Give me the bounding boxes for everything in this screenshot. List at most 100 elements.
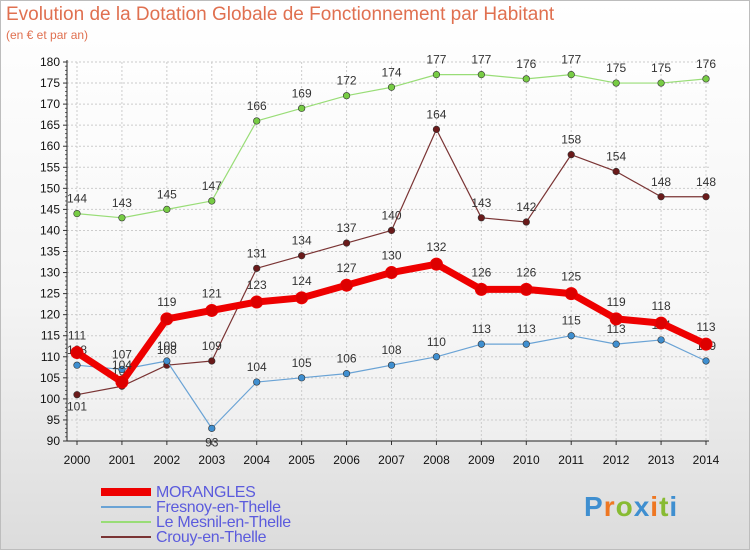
data-point <box>70 346 84 360</box>
data-label: 143 <box>471 196 491 210</box>
data-point <box>567 151 575 159</box>
data-point <box>342 92 351 100</box>
data-point <box>73 361 81 369</box>
data-label: 104 <box>112 358 132 372</box>
data-label: 93 <box>205 435 219 449</box>
chart-subtitle: (en € et par an) <box>6 28 89 42</box>
data-point <box>298 104 306 112</box>
data-label: 176 <box>516 57 536 71</box>
legend-swatch <box>101 521 151 523</box>
data-label: 104 <box>247 360 267 374</box>
y-tick-label: 135 <box>40 245 60 259</box>
series-morangles: 111 104 119 121 123 124 127 130 132 126 126 125 119 1… <box>68 240 716 389</box>
data-point <box>73 391 81 399</box>
data-label: 124 <box>292 274 312 288</box>
data-point <box>342 239 351 247</box>
data-point <box>702 193 710 201</box>
logo-letter: r <box>603 491 616 522</box>
data-label: 121 <box>202 286 222 300</box>
data-label: 113 <box>607 322 626 336</box>
logo-letter: x <box>633 491 651 522</box>
data-point <box>340 278 354 292</box>
data-point <box>432 125 441 133</box>
data-label: 177 <box>426 53 446 67</box>
chart-title: Evolution de la Dotation Globale de Fonc… <box>6 4 555 25</box>
data-point <box>298 252 306 260</box>
data-label: 126 <box>516 265 536 279</box>
data-point <box>387 226 396 235</box>
data-point <box>657 193 665 201</box>
data-point <box>208 424 216 432</box>
data-point <box>342 370 351 378</box>
x-tick-label: 2008 <box>423 453 450 467</box>
data-label: 169 <box>292 86 312 100</box>
data-label: 158 <box>561 133 581 147</box>
x-tick-label: 2012 <box>603 453 630 467</box>
data-label: 175 <box>606 61 626 75</box>
data-point <box>160 312 174 326</box>
data-label: 148 <box>696 175 716 189</box>
data-label: 101 <box>67 400 87 414</box>
data-point <box>163 357 171 365</box>
data-point <box>253 378 261 386</box>
data-label: 177 <box>561 53 581 67</box>
data-point <box>567 332 575 340</box>
data-point <box>387 83 396 91</box>
data-point <box>298 374 306 382</box>
data-label: 118 <box>652 299 671 313</box>
data-point <box>612 340 620 348</box>
data-point <box>474 282 488 296</box>
data-point <box>657 336 665 344</box>
data-label: 115 <box>562 314 581 328</box>
data-label: 111 <box>68 329 87 343</box>
data-point <box>118 214 126 222</box>
data-point <box>429 257 443 271</box>
data-label: 134 <box>292 234 312 248</box>
x-tick-label: 2000 <box>64 453 91 467</box>
data-label: 172 <box>337 74 357 88</box>
y-tick-label: 120 <box>40 308 60 322</box>
y-tick-label: 165 <box>40 118 60 132</box>
data-label: 148 <box>651 175 671 189</box>
data-label: 140 <box>381 208 401 222</box>
x-tick-label: 2004 <box>243 453 270 467</box>
data-label: 113 <box>472 322 491 336</box>
data-point <box>118 365 126 374</box>
legend-swatch <box>101 506 151 508</box>
x-tick-label: 2006 <box>333 453 360 467</box>
data-label: 130 <box>381 249 401 263</box>
data-point <box>522 75 530 83</box>
data-point <box>432 71 441 79</box>
data-point <box>612 79 620 87</box>
data-point <box>522 340 530 348</box>
y-tick-label: 105 <box>40 371 60 385</box>
data-label: 119 <box>157 295 176 309</box>
data-label: 127 <box>337 261 357 275</box>
data-label: 131 <box>247 246 267 260</box>
data-point <box>163 205 171 213</box>
data-label: 154 <box>606 149 626 163</box>
data-label: 108 <box>157 343 177 357</box>
x-tick-label: 2014 <box>693 453 720 467</box>
legend-swatch <box>101 488 151 496</box>
y-tick-label: 160 <box>40 139 60 153</box>
data-point <box>699 337 713 351</box>
data-point <box>295 291 309 305</box>
legend-label: Fresnoy-en-Thelle <box>156 499 281 516</box>
logo-letter: i <box>650 491 660 522</box>
data-point <box>253 117 261 125</box>
data-point <box>567 71 575 79</box>
legend-swatch <box>101 536 151 538</box>
data-label: 144 <box>67 192 87 206</box>
data-label: 125 <box>561 270 581 284</box>
logo-letter: t <box>659 491 670 522</box>
data-point <box>73 210 81 218</box>
y-tick-label: 110 <box>41 350 60 364</box>
x-tick-label: 2009 <box>468 453 495 467</box>
data-point <box>208 197 216 205</box>
data-point <box>657 79 665 87</box>
data-point <box>115 375 129 389</box>
y-tick-label: 90 <box>47 434 61 448</box>
